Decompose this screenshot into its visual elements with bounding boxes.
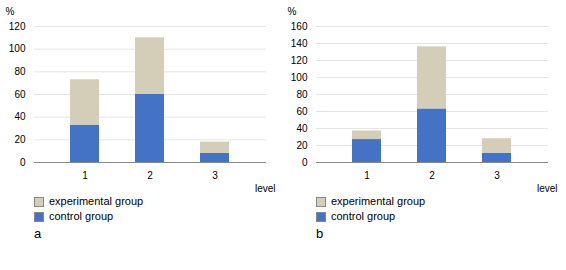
svg-text:60: 60 [296,106,308,117]
svg-text:20: 20 [296,140,308,151]
svg-text:100: 100 [9,43,26,54]
html-text:b: b [316,226,324,241]
html-text:a: a [34,226,42,241]
html-text:experimental group: experimental group [331,195,426,207]
svg-text:120: 120 [291,55,308,66]
svg-text:3: 3 [494,170,500,181]
html-text:control group: control group [49,210,114,222]
svg-text:80: 80 [296,89,308,100]
svg-text:0: 0 [20,157,26,168]
svg-text:%: % [288,6,297,17]
html-text:control group: control group [331,210,396,222]
svg-text:40: 40 [296,123,308,134]
svg-text:2: 2 [429,170,435,181]
svg-text:20: 20 [14,134,26,145]
svg-text:3: 3 [212,170,218,181]
svg-text:level: level [537,183,558,194]
svg-text:2: 2 [147,170,153,181]
svg-text:1: 1 [82,170,88,181]
svg-text:140: 140 [291,38,308,49]
svg-text:100: 100 [291,72,308,83]
html-text:experimental group: experimental group [49,195,144,207]
svg-text:0: 0 [302,157,308,168]
svg-text:40: 40 [14,111,26,122]
svg-text:80: 80 [14,66,26,77]
svg-text:%: % [6,6,15,17]
svg-text:60: 60 [14,89,26,100]
svg-text:120: 120 [9,21,26,32]
svg-text:160: 160 [291,21,308,32]
svg-text:1: 1 [364,170,370,181]
svg-text:level: level [255,183,276,194]
